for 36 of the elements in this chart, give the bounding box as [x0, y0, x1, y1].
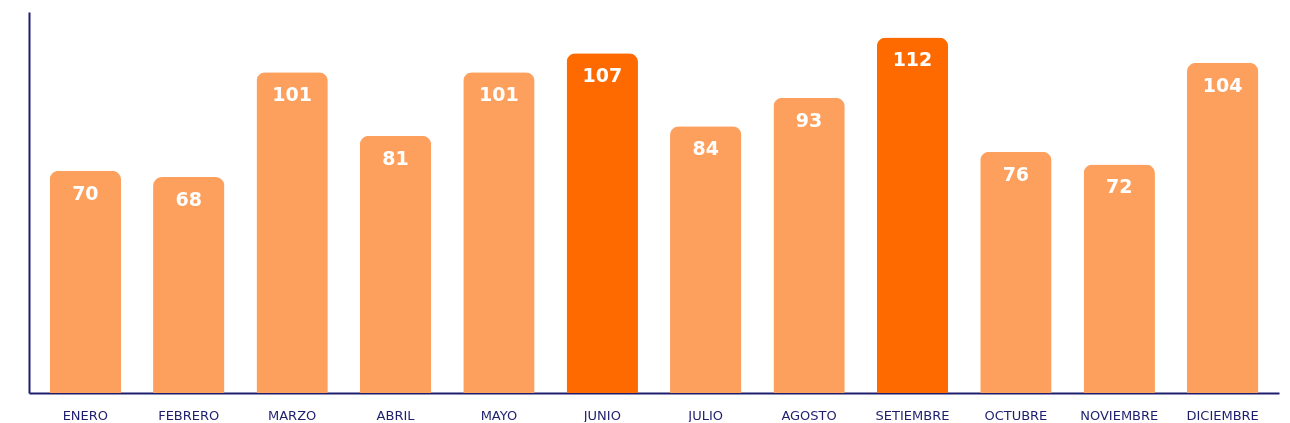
- bar: [1186, 62, 1259, 393]
- bar: [49, 170, 122, 393]
- data-label: 76: [1002, 162, 1030, 185]
- data-label: 93: [795, 108, 823, 131]
- x-tick-label: FEBRERO: [158, 407, 220, 423]
- data-label: 101: [479, 83, 519, 106]
- bar: [359, 135, 432, 393]
- data-label: 84: [692, 137, 719, 160]
- x-tick-label: OCTUBRE: [984, 407, 1048, 423]
- bar: [566, 53, 638, 393]
- x-tick-label: SETIEMBRE: [875, 407, 950, 423]
- x-tick-label: AGOSTO: [781, 407, 837, 423]
- x-tick-label: JUNIO: [582, 407, 621, 423]
- data-label: 81: [382, 146, 409, 169]
- x-tick-label: JULIO: [687, 407, 724, 423]
- x-tick-label: MAYO: [480, 407, 518, 423]
- x-tick-label: MARZO: [267, 407, 317, 423]
- bar: [153, 177, 225, 393]
- data-label: 112: [892, 48, 933, 71]
- bar: [670, 126, 742, 393]
- data-label: 70: [72, 181, 99, 204]
- x-tick-label: NOVIEMBRE: [1080, 407, 1159, 423]
- data-label: 68: [175, 188, 202, 211]
- bar: [980, 151, 1052, 393]
- data-label: 72: [1106, 175, 1133, 198]
- data-label: 107: [582, 64, 623, 87]
- bar: [463, 72, 535, 393]
- bar: [876, 37, 949, 393]
- bar: [1083, 164, 1155, 393]
- bar: [256, 72, 328, 393]
- x-tick-label: ABRIL: [376, 407, 416, 423]
- x-tick-label: ENERO: [62, 407, 109, 423]
- data-label: 101: [272, 83, 312, 106]
- x-tick-label: DICIEMBRE: [1186, 407, 1259, 423]
- bar: [773, 97, 845, 393]
- data-label: 104: [1202, 73, 1243, 96]
